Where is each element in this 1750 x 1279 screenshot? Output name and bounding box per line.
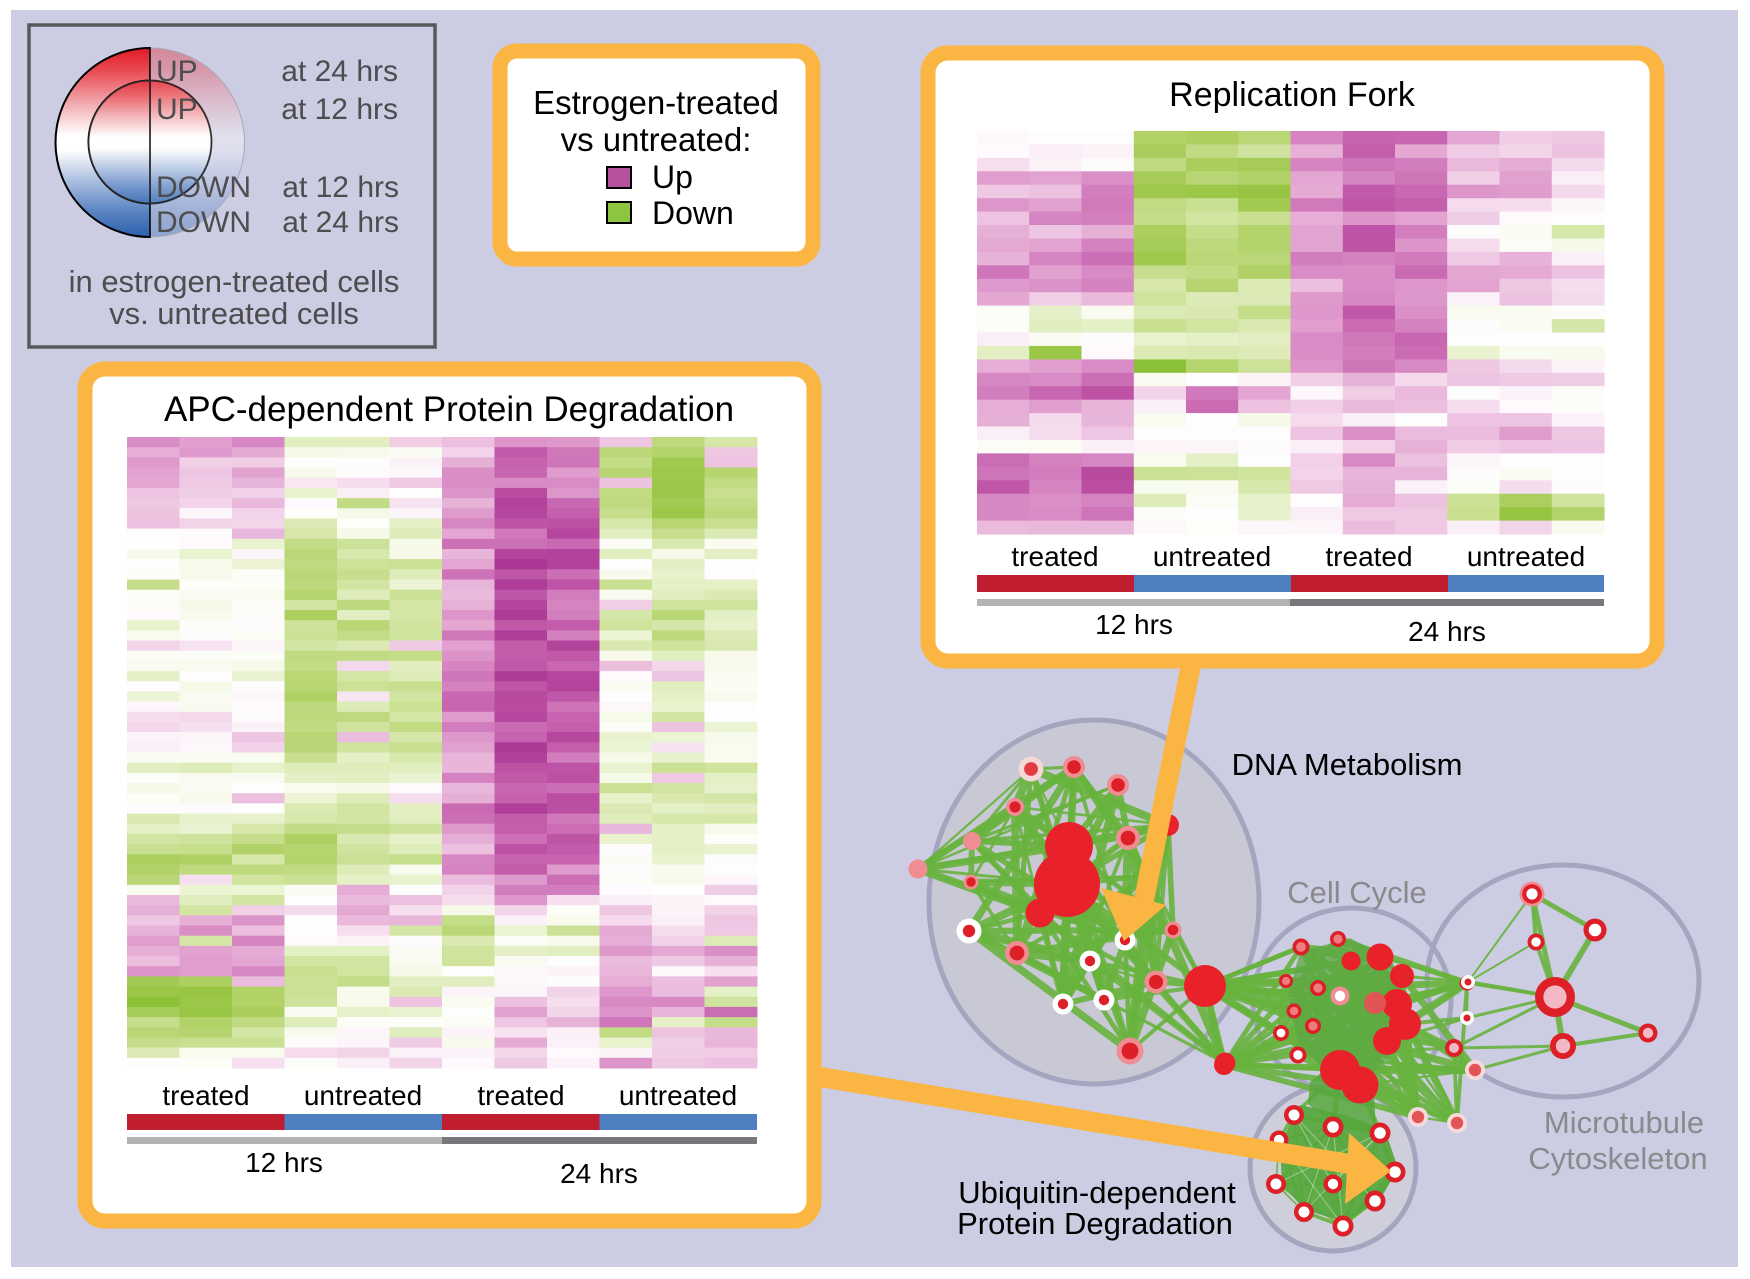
svg-text:Protein Degradation: Protein Degradation <box>957 1206 1233 1241</box>
svg-text:untreated: untreated <box>619 1080 737 1111</box>
svg-text:at 24 hrs: at 24 hrs <box>282 206 399 239</box>
svg-text:treated: treated <box>477 1080 564 1111</box>
svg-text:in estrogen-treated cells: in estrogen-treated cells <box>69 264 400 299</box>
svg-text:DNA Metabolism: DNA Metabolism <box>1232 747 1463 782</box>
svg-text:vs. untreated cells: vs. untreated cells <box>109 296 359 331</box>
svg-text:treated: treated <box>1325 541 1412 572</box>
svg-text:12 hrs: 12 hrs <box>1095 609 1173 640</box>
svg-text:24 hrs: 24 hrs <box>560 1158 638 1189</box>
svg-text:at 12 hrs: at 12 hrs <box>282 171 399 204</box>
svg-text:Cell Cycle: Cell Cycle <box>1287 875 1427 910</box>
svg-text:DOWN: DOWN <box>156 206 251 239</box>
svg-text:12 hrs: 12 hrs <box>245 1147 323 1178</box>
svg-text:UP: UP <box>156 55 198 88</box>
svg-text:vs untreated:: vs untreated: <box>561 121 752 158</box>
svg-text:Cytoskeleton: Cytoskeleton <box>1528 1141 1707 1176</box>
svg-text:UP: UP <box>156 93 198 126</box>
svg-text:untreated: untreated <box>304 1080 422 1111</box>
svg-text:untreated: untreated <box>1153 541 1271 572</box>
svg-text:Down: Down <box>652 195 734 231</box>
svg-text:Up: Up <box>652 159 693 195</box>
svg-text:Estrogen-treated: Estrogen-treated <box>533 84 779 121</box>
svg-text:treated: treated <box>1011 541 1098 572</box>
svg-text:Microtubule: Microtubule <box>1544 1105 1704 1140</box>
svg-text:Replication Fork: Replication Fork <box>1169 76 1416 114</box>
svg-text:Ubiquitin-dependent: Ubiquitin-dependent <box>958 1175 1236 1210</box>
svg-text:at 24 hrs: at 24 hrs <box>281 55 398 88</box>
svg-text:at 12 hrs: at 12 hrs <box>281 93 398 126</box>
svg-text:APC-dependent Protein Degradat: APC-dependent Protein Degradation <box>164 390 734 429</box>
svg-text:DOWN: DOWN <box>156 171 251 204</box>
svg-text:untreated: untreated <box>1467 541 1585 572</box>
svg-text:treated: treated <box>162 1080 249 1111</box>
svg-text:24 hrs: 24 hrs <box>1408 616 1486 647</box>
